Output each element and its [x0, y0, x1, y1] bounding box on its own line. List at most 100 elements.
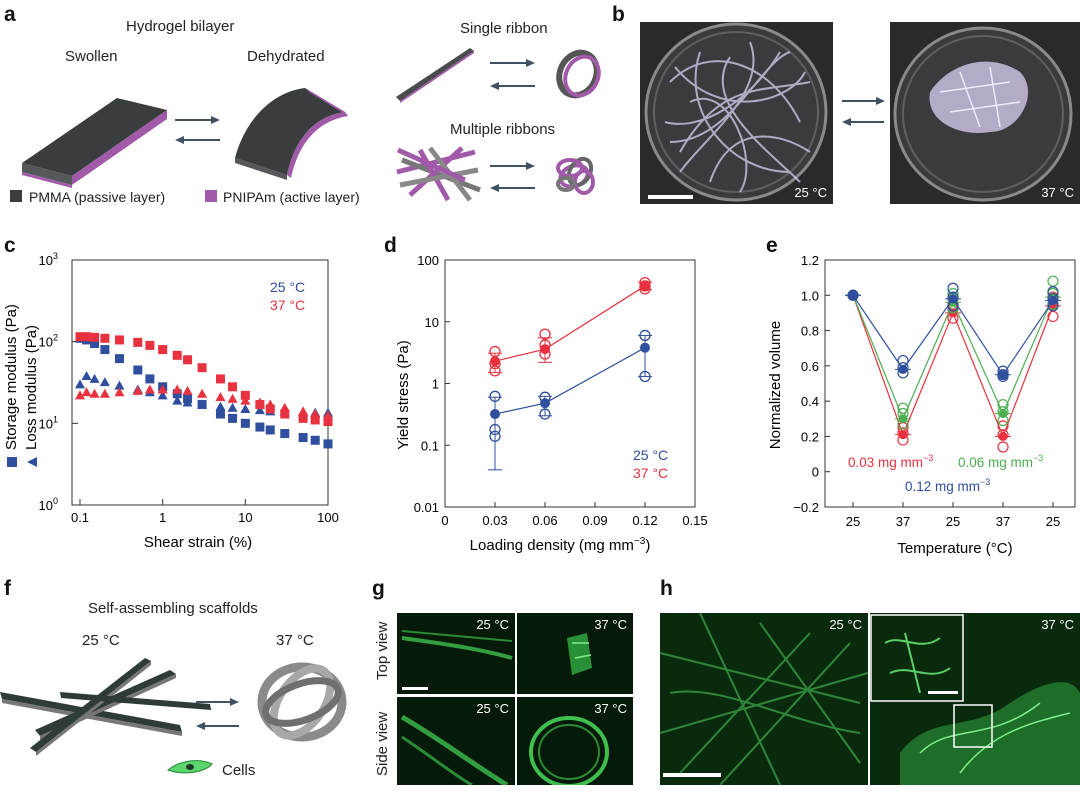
panel-label-e: e: [766, 234, 778, 257]
assembled-scaffold: [257, 662, 347, 742]
chart-e-mean-point: [848, 290, 858, 300]
photo-dish-25c: 25 °C: [640, 22, 833, 204]
chart-c-loss-point: [227, 402, 238, 412]
g-side-37c-label: 37 °C: [594, 701, 627, 716]
g-side-25c-image: 25 °C: [397, 697, 515, 785]
chart-d-xlabel: Loading density (mg mm−3): [470, 536, 651, 554]
chart-d: Yield stress (Pa) Loading density (mg mm…: [395, 253, 708, 554]
top-view-label: Top view: [374, 621, 391, 680]
chart-c-storage-point: [100, 333, 110, 343]
chart-d-mean-point: [490, 356, 500, 367]
chart-e-ytick-label: 0.4: [801, 394, 819, 409]
photo-dish-37c: 37 °C: [890, 22, 1080, 204]
chart-e-ytick-label: −0.2: [793, 500, 819, 515]
pmma-legend-swatch: [10, 190, 22, 202]
chart-c-loss-point: [215, 401, 226, 411]
chart-c-loss-point: [89, 373, 100, 383]
chart-e-series-line: [852, 294, 1054, 376]
chart-e-ytick-label: 0.6: [801, 359, 819, 374]
chart-d-raw-point: [489, 430, 501, 442]
photo-25c-label: 25 °C: [794, 185, 827, 200]
chart-d-ytick-label: 10: [425, 315, 439, 330]
chart-e-legend-012: 0.12 mg mm−3: [905, 477, 990, 494]
chart-c-storage-point: [280, 429, 290, 439]
single-ribbon-label: Single ribbon: [460, 20, 548, 37]
chart-e-ytick-label: 0.2: [801, 429, 819, 444]
chart-e-mean-point: [998, 408, 1008, 418]
single-arrows: [490, 59, 535, 90]
chart-c-loss-point: [89, 388, 100, 398]
chart-c-storage-point: [298, 433, 308, 443]
scaffold-37c: 37 °C: [276, 632, 314, 649]
panel-label-a: a: [4, 3, 16, 26]
cell-icon: [167, 760, 213, 774]
panel-f-arrows: [196, 698, 239, 730]
chart-c-xtick-label: 100: [317, 510, 339, 525]
chart-c-loss-point: [172, 384, 183, 394]
chart-d-legend-37c: 37 °C: [633, 465, 668, 481]
chart-d-series-line: [494, 285, 646, 362]
chart-d-xtick-label: 0.12: [632, 513, 657, 528]
chart-c-loss-point: [144, 384, 155, 394]
flat-scaffold-ribbons: [0, 658, 211, 756]
chart-e-ytick-label: 1.2: [801, 253, 819, 268]
chart-d-xtick-label: 0.03: [482, 513, 507, 528]
scaffold-title: Self-assembling scaffolds: [88, 600, 258, 617]
panel-label-g: g: [372, 577, 385, 600]
chart-c-loss-point: [75, 390, 86, 400]
chart-c-storage-point: [114, 354, 124, 364]
chart-d-mean-point: [490, 409, 500, 420]
chart-e-mean-point: [898, 414, 908, 424]
chart-e-legend-003: 0.03 mg mm−3: [848, 453, 933, 470]
chart-c-storage-point: [133, 365, 143, 375]
chart-d-raw-point: [489, 390, 501, 402]
chart-c-ylabel: Storage modulus (Pa): [3, 304, 20, 467]
chart-c-loss-point: [99, 377, 110, 387]
chart-e-xtick-label: 37: [996, 514, 1010, 529]
chart-c-legend-37c: 37 °C: [270, 297, 305, 313]
g-top-25c-label: 25 °C: [476, 617, 509, 632]
chart-c-storage-point: [114, 335, 124, 345]
chart-c-storage-point: [100, 345, 110, 355]
chart-c-legend-25c: 25 °C: [270, 279, 305, 295]
chart-c-loss-point: [240, 403, 251, 413]
chart-c-ylabel-storage: Storage modulus (Pa): [3, 304, 20, 450]
chart-c: Storage modulus (Pa) Loss modulus (Pa) S…: [3, 251, 339, 551]
h-37c-label: 37 °C: [1041, 617, 1074, 632]
panel-label-f: f: [4, 577, 11, 600]
chart-c-loss-point: [310, 409, 321, 419]
h-37c-image: 37 °C: [870, 613, 1080, 785]
chart-e-xtick-label: 25: [946, 514, 960, 529]
chart-e-xtick-label: 25: [1046, 514, 1060, 529]
panel-b-arrows: [842, 97, 885, 126]
chart-d-raw-point: [639, 329, 651, 342]
side-view-label: Side view: [374, 711, 391, 776]
chart-c-loss-point: [182, 385, 193, 395]
chart-c-storage-point: [158, 345, 168, 355]
chart-c-storage-point: [240, 418, 250, 428]
chart-d-xtick-label: 0.15: [682, 513, 707, 528]
chart-c-storage-point: [197, 363, 207, 373]
chart-e-ytick-label: 0: [812, 465, 819, 480]
chart-c-storage-point: [215, 409, 225, 419]
panel-f-schematic: [0, 658, 347, 774]
chart-c-storage-point: [145, 374, 155, 384]
chart-c-loss-point: [323, 410, 333, 420]
chart-c-storage-point: [172, 389, 182, 399]
panel-label-d: d: [384, 234, 397, 257]
chart-e-ytick-label: 0.8: [801, 324, 819, 339]
chart-c-storage-point: [133, 337, 143, 347]
chart-d-xtick-label: 0.06: [532, 513, 557, 528]
chart-c-storage-point: [298, 413, 308, 423]
chart-c-ylabel-loss: Loss modulus (Pa): [23, 325, 40, 450]
chart-d-ytick-label: 100: [417, 253, 439, 268]
chart-d-mean-point: [640, 280, 650, 291]
single-ribbon: [396, 48, 474, 103]
chart-c-loss-point: [114, 387, 125, 397]
chart-e-xtick-label: 37: [896, 514, 910, 529]
panel-a-schematic: [10, 48, 601, 202]
chart-e-mean-point: [948, 294, 958, 304]
chart-c-storage-point: [240, 390, 250, 400]
chart-c-xtick-label: 1: [159, 510, 166, 525]
swollen-label: Swollen: [65, 48, 118, 65]
